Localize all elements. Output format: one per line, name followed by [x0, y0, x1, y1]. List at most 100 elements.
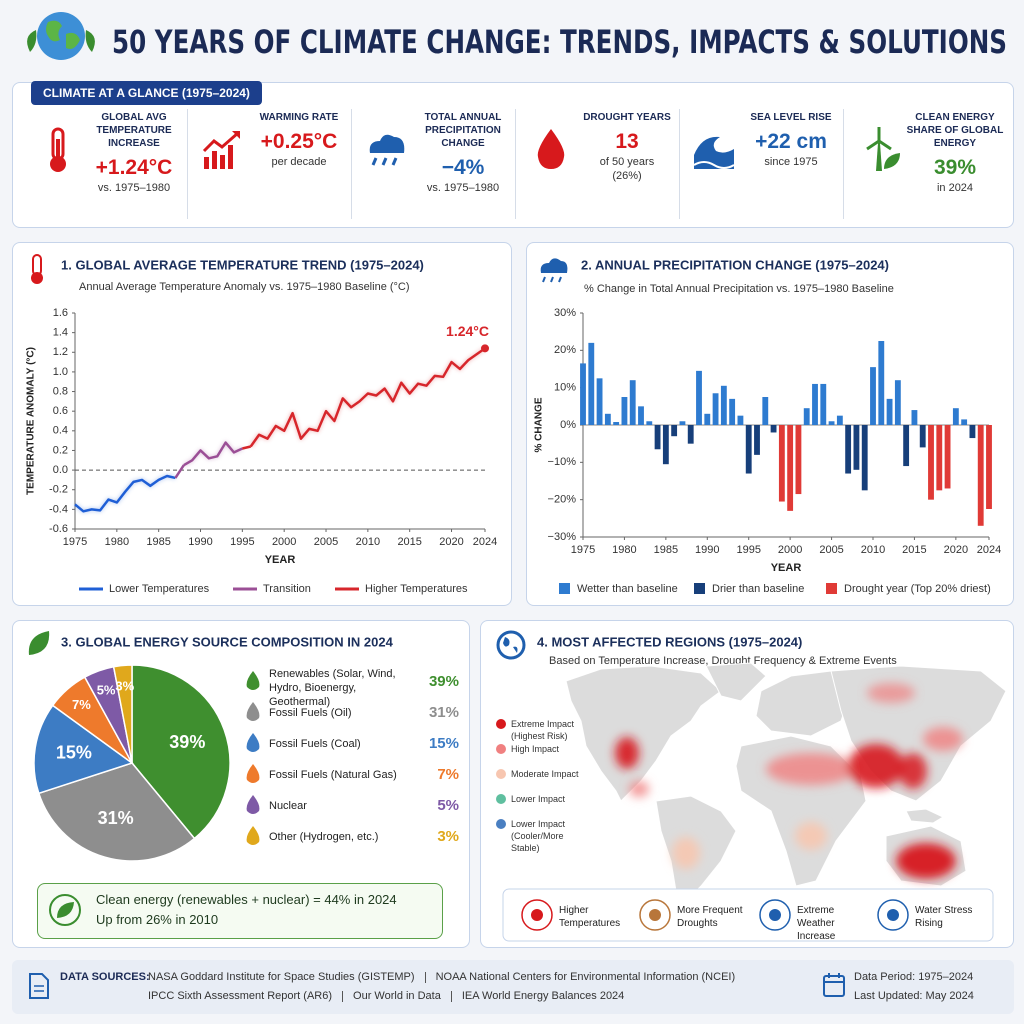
footer: DATA SOURCES: NASA Goddard Institute for … — [12, 960, 1014, 1014]
series-connector — [242, 445, 251, 450]
stat-label: TOTAL ANNUAL PRECIPITATION CHANGE — [424, 112, 502, 149]
chart-title: 3. GLOBAL ENERGY SOURCE COMPOSITION IN 2… — [61, 634, 394, 649]
legend-label: Lower Temperatures — [109, 583, 210, 595]
bar — [671, 425, 678, 437]
legend-label: Lower Impact — [511, 794, 566, 804]
bar — [687, 425, 694, 444]
bar — [778, 425, 785, 502]
bar — [704, 413, 711, 425]
end-point — [481, 344, 489, 353]
source: IPCC Sixth Assessment Report (AR6) — [148, 990, 333, 1002]
last-updated: Last Updated: May 2024 — [854, 990, 974, 1002]
legend-label: Fossil Fuels (Oil) — [269, 707, 352, 719]
icon-shape — [50, 156, 66, 172]
bar — [919, 425, 926, 448]
leaf — [27, 30, 37, 52]
bar — [870, 367, 876, 425]
energy-panel: 3. GLOBAL ENERGY SOURCE COMPOSITION IN 2… — [12, 620, 470, 948]
legend-icon — [246, 795, 260, 814]
chart-subtitle: % Change in Total Annual Precipitation v… — [584, 283, 894, 295]
x-tick-label: 1980 — [612, 544, 636, 556]
y-tick-label: −30% — [548, 531, 577, 543]
separator — [450, 990, 452, 1002]
icon-shape — [220, 155, 225, 169]
icon-shape — [496, 630, 526, 660]
slice-label: 15% — [56, 743, 92, 763]
bar — [613, 422, 620, 425]
note-text: Clean energy (renewables + nuclear) = 44… — [96, 892, 397, 907]
x-tick-label: 2020 — [439, 536, 463, 548]
chart-subtitle: Annual Average Temperature Anomaly vs. 1… — [79, 281, 410, 293]
x-tick-label: 1980 — [105, 536, 129, 548]
legend-swatch — [694, 583, 705, 594]
impact-icon-core — [769, 909, 781, 921]
x-tick-label: 2005 — [314, 536, 338, 548]
note-box: Clean energy (renewables + nuclear) = 44… — [37, 883, 443, 939]
stat-value: 39% — [933, 156, 977, 179]
series-line — [249, 347, 486, 448]
stat-label: CLEAN ENERGY SHARE OF GLOBAL ENERGY — [906, 112, 1004, 149]
slice-label: 5% — [97, 683, 116, 698]
stat-label: SEA LEVEL RISE — [750, 112, 832, 123]
header: 50 YEARS OF CLIMATE CHANGE: TRENDS, IMPA… — [27, 12, 1007, 61]
bar — [903, 425, 910, 467]
stat-note: in 2024 — [936, 182, 974, 194]
sources-label: DATA SOURCES: — [60, 971, 150, 983]
thermometer-icon — [31, 254, 43, 284]
stat-card: SEA LEVEL RISE +22 cm since 1975 — [679, 109, 844, 219]
impact-zone — [848, 744, 904, 788]
legend-dot — [496, 819, 506, 829]
europe — [755, 670, 852, 737]
indonesia — [905, 808, 945, 824]
stat-value: 13 — [615, 130, 639, 153]
icon-shape — [212, 151, 217, 169]
stat-value: −4% — [441, 156, 485, 179]
legend-icon — [246, 702, 260, 721]
map-subtitle: Based on Temperature Increase, Drought F… — [549, 655, 897, 667]
icon-shape — [694, 136, 734, 169]
source: NOAA National Centers for Environmental … — [435, 971, 736, 983]
x-tick-label: 2010 — [356, 536, 380, 548]
bar — [662, 425, 669, 465]
y-tick-label: 10% — [554, 382, 576, 394]
legend-label: Fossil Fuels (Natural Gas) — [269, 769, 397, 781]
x-tick-label: 2015 — [397, 536, 421, 548]
legend-label: Fossil Fuels (Coal) — [269, 738, 361, 750]
bar — [654, 425, 661, 450]
bar — [770, 425, 777, 433]
legend-dot — [496, 794, 506, 804]
stat-text: TOTAL ANNUAL PRECIPITATION CHANGE −4% vs. … — [414, 111, 512, 194]
impact-zone — [615, 737, 639, 769]
x-tick-label: 1985 — [146, 536, 170, 548]
note-text: Up from 26% in 2010 — [96, 912, 219, 927]
stat-icon — [202, 131, 240, 169]
impact-zone — [795, 822, 827, 850]
legend-value: 31% — [428, 704, 459, 721]
leaf — [85, 30, 95, 52]
impact-strip — [502, 888, 994, 942]
bar — [853, 425, 860, 470]
stat-icon — [369, 134, 405, 166]
temperature-panel: 1. GLOBAL AVERAGE TEMPERATURE TREND (197… — [12, 242, 512, 606]
y-tick-label: −20% — [548, 494, 577, 506]
glance-badge: CLIMATE AT A GLANCE (1975–2024) — [31, 81, 262, 105]
icon-shape — [56, 139, 60, 161]
chart-title: 2. ANNUAL PRECIPITATION CHANGE (1975–202… — [581, 257, 889, 272]
icon-shape — [228, 145, 233, 169]
stat-card: TOTAL ANNUAL PRECIPITATION CHANGE −4% vs. … — [351, 109, 516, 219]
slice-label: 39% — [169, 732, 205, 752]
bar — [712, 393, 719, 425]
legend-icon — [246, 826, 260, 845]
bar — [845, 425, 852, 474]
impact-zone — [923, 727, 963, 751]
stat-icon — [50, 127, 66, 172]
separator — [424, 971, 426, 983]
icon-shape — [202, 131, 239, 153]
y-tick-label: 0.0 — [53, 464, 68, 476]
icon-shape — [537, 129, 565, 169]
sources-line: NASA Goddard Institute for Space Studies… — [148, 971, 735, 983]
stat-note: since 1975 — [764, 156, 818, 168]
legend-value: 15% — [428, 735, 459, 752]
stat-card: GLOBAL AVG TEMPERATURE INCREASE +1.24°C vs… — [23, 109, 187, 219]
